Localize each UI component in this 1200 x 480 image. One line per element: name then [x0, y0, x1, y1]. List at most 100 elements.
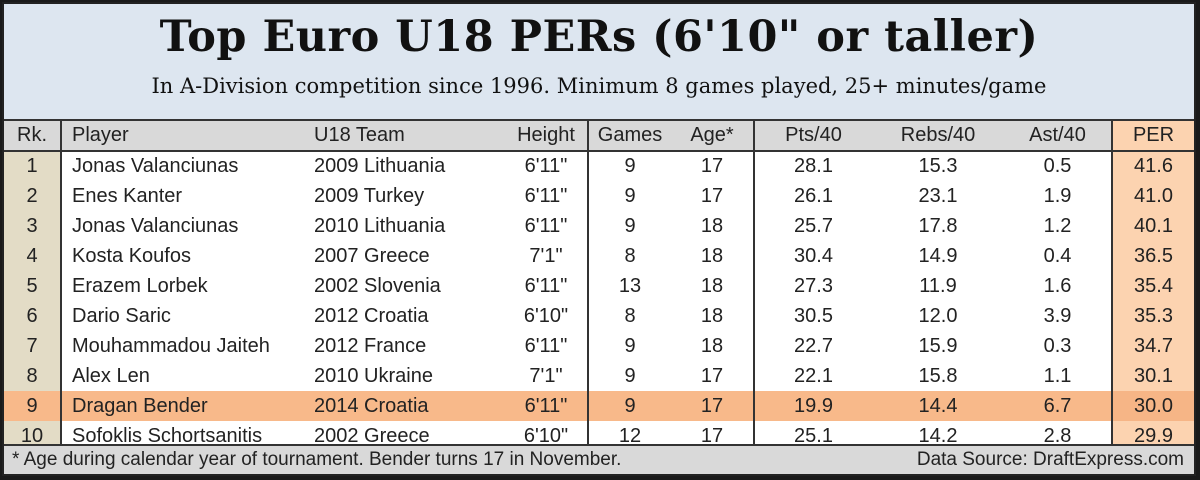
col-header-age: Age*: [671, 120, 755, 151]
chart-subtitle: In A-Division competition since 1996. Mi…: [151, 74, 1047, 98]
cell-height: 7'1": [505, 361, 589, 391]
cell-games: 9: [624, 334, 636, 357]
table-row: 2 Enes Kanter 2009 Turkey 6'11" 9 17 26.…: [4, 181, 1194, 211]
cell-rank: 1: [4, 151, 62, 181]
cell-age: 17: [671, 181, 755, 211]
footnote: * Age during calendar year of tournament…: [12, 449, 622, 470]
cell-ast: 1.6: [1004, 271, 1113, 301]
cell-pts: 22.7: [794, 334, 833, 357]
cell-team: 2002 Greece: [314, 424, 430, 447]
cell-pts: 19.9: [794, 394, 833, 417]
table-header-row: Rk. Player U18 Team Height Games Age* Pt…: [4, 120, 1194, 151]
table-row-highlighted: 9 Dragan Bender 2014 Croatia 6'11" 9 17 …: [4, 391, 1194, 421]
cell-ast: 0.4: [1004, 241, 1113, 271]
col-header-pts: Pts/40: [785, 124, 842, 146]
cell-games: 13: [618, 274, 642, 297]
cell-rebs: 23.1: [918, 184, 958, 207]
table-row: 4 Kosta Koufos 2007 Greece 7'1" 8 18 30.…: [4, 241, 1194, 271]
chart-title: Top Euro U18 PERs (6'10" or taller): [159, 12, 1039, 62]
col-header-rank: Rk.: [4, 120, 62, 151]
cell-age: 17: [671, 151, 755, 181]
cell-per: 36.5: [1112, 241, 1194, 271]
cell-player: Jonas Valanciunas: [72, 214, 239, 237]
cell-player: Enes Kanter: [72, 184, 183, 207]
cell-height: 6'11": [505, 211, 589, 241]
cell-rank: 5: [4, 271, 62, 301]
cell-rank: 8: [4, 361, 62, 391]
cell-pts: 25.1: [794, 424, 833, 447]
cell-rank: 2: [4, 181, 62, 211]
cell-team: 2010 Ukraine: [314, 364, 433, 387]
cell-rank: 6: [4, 301, 62, 331]
cell-pts: 28.1: [794, 155, 833, 177]
cell-per: 41.0: [1112, 181, 1194, 211]
cell-player: Erazem Lorbek: [72, 274, 208, 297]
cell-team: 2014 Croatia: [314, 394, 429, 417]
table-row: 5 Erazem Lorbek 2002 Slovenia 6'11" 13 1…: [4, 271, 1194, 301]
col-header-height: Height: [505, 120, 589, 151]
cell-rank: 3: [4, 211, 62, 241]
cell-pts: 30.5: [794, 304, 833, 327]
cell-height: 6'11": [505, 391, 589, 421]
cell-rebs: 14.4: [918, 394, 958, 417]
cell-rebs: 15.3: [918, 155, 958, 177]
data-source: Data Source: DraftExpress.com: [916, 449, 1184, 470]
cell-rebs: 14.9: [918, 244, 958, 267]
cell-age: 17: [671, 391, 755, 421]
cell-games: 12: [618, 424, 642, 447]
cell-games: 9: [624, 394, 636, 417]
cell-team: 2012 Croatia: [314, 304, 429, 327]
cell-ast: 0.5: [1004, 151, 1113, 181]
cell-height: 6'10": [505, 301, 589, 331]
cell-pts: 26.1: [794, 184, 833, 207]
col-header-team: U18 Team: [314, 124, 405, 146]
cell-rebs: 12.0: [918, 304, 958, 327]
cell-team: 2009 Turkey: [314, 184, 425, 207]
cell-age: 18: [671, 271, 755, 301]
cell-player: Kosta Koufos: [72, 244, 191, 267]
cell-age: 18: [671, 301, 755, 331]
table-row: 7 Mouhammadou Jaiteh 2012 France 6'11" 9…: [4, 331, 1194, 361]
cell-ast: 1.9: [1004, 181, 1113, 211]
per-table: Rk. Player U18 Team Height Games Age* Pt…: [4, 119, 1194, 451]
cell-per: 30.1: [1112, 361, 1194, 391]
cell-player: Dragan Bender: [72, 394, 208, 417]
cell-height: 6'11": [505, 151, 589, 181]
cell-height: 7'1": [505, 241, 589, 271]
cell-team: 2009 Lithuania: [314, 155, 446, 177]
cell-ast: 1.1: [1004, 361, 1113, 391]
cell-pts: 25.7: [794, 214, 833, 237]
cell-per: 35.4: [1112, 271, 1194, 301]
cell-age: 18: [671, 241, 755, 271]
col-header-games: Games: [597, 124, 663, 146]
cell-games: 9: [624, 364, 636, 387]
cell-age: 18: [671, 211, 755, 241]
cell-ast: 3.9: [1004, 301, 1113, 331]
cell-height: 6'11": [505, 331, 589, 361]
cell-rebs: 15.9: [918, 334, 958, 357]
cell-per: 34.7: [1112, 331, 1194, 361]
cell-ast: 0.3: [1004, 331, 1113, 361]
col-header-rebs: Rebs/40: [900, 124, 976, 146]
cell-ast: 6.7: [1004, 391, 1113, 421]
cell-ast: 1.2: [1004, 211, 1113, 241]
cell-rank: 4: [4, 241, 62, 271]
cell-player: Jonas Valanciunas: [72, 155, 239, 177]
cell-games: 9: [624, 155, 636, 177]
cell-player: Mouhammadou Jaiteh: [72, 334, 270, 357]
table-row: 10 Sofoklis Schortsanitis 2002 Greece 6'…: [4, 421, 1194, 451]
cell-pts: 27.3: [794, 274, 833, 297]
cell-player: Alex Len: [72, 364, 150, 387]
cell-per: 40.1: [1112, 211, 1194, 241]
cell-games: 8: [624, 244, 636, 267]
cell-per: 41.6: [1112, 151, 1194, 181]
cell-team: 2010 Lithuania: [314, 214, 446, 237]
col-header-player: Player: [72, 124, 129, 146]
table-row: 3 Jonas Valanciunas 2010 Lithuania 6'11"…: [4, 211, 1194, 241]
cell-age: 18: [671, 331, 755, 361]
cell-rebs: 14.2: [918, 424, 958, 447]
cell-per: 35.3: [1112, 301, 1194, 331]
cell-pts: 30.4: [794, 244, 833, 267]
col-header-per: PER: [1112, 120, 1194, 151]
